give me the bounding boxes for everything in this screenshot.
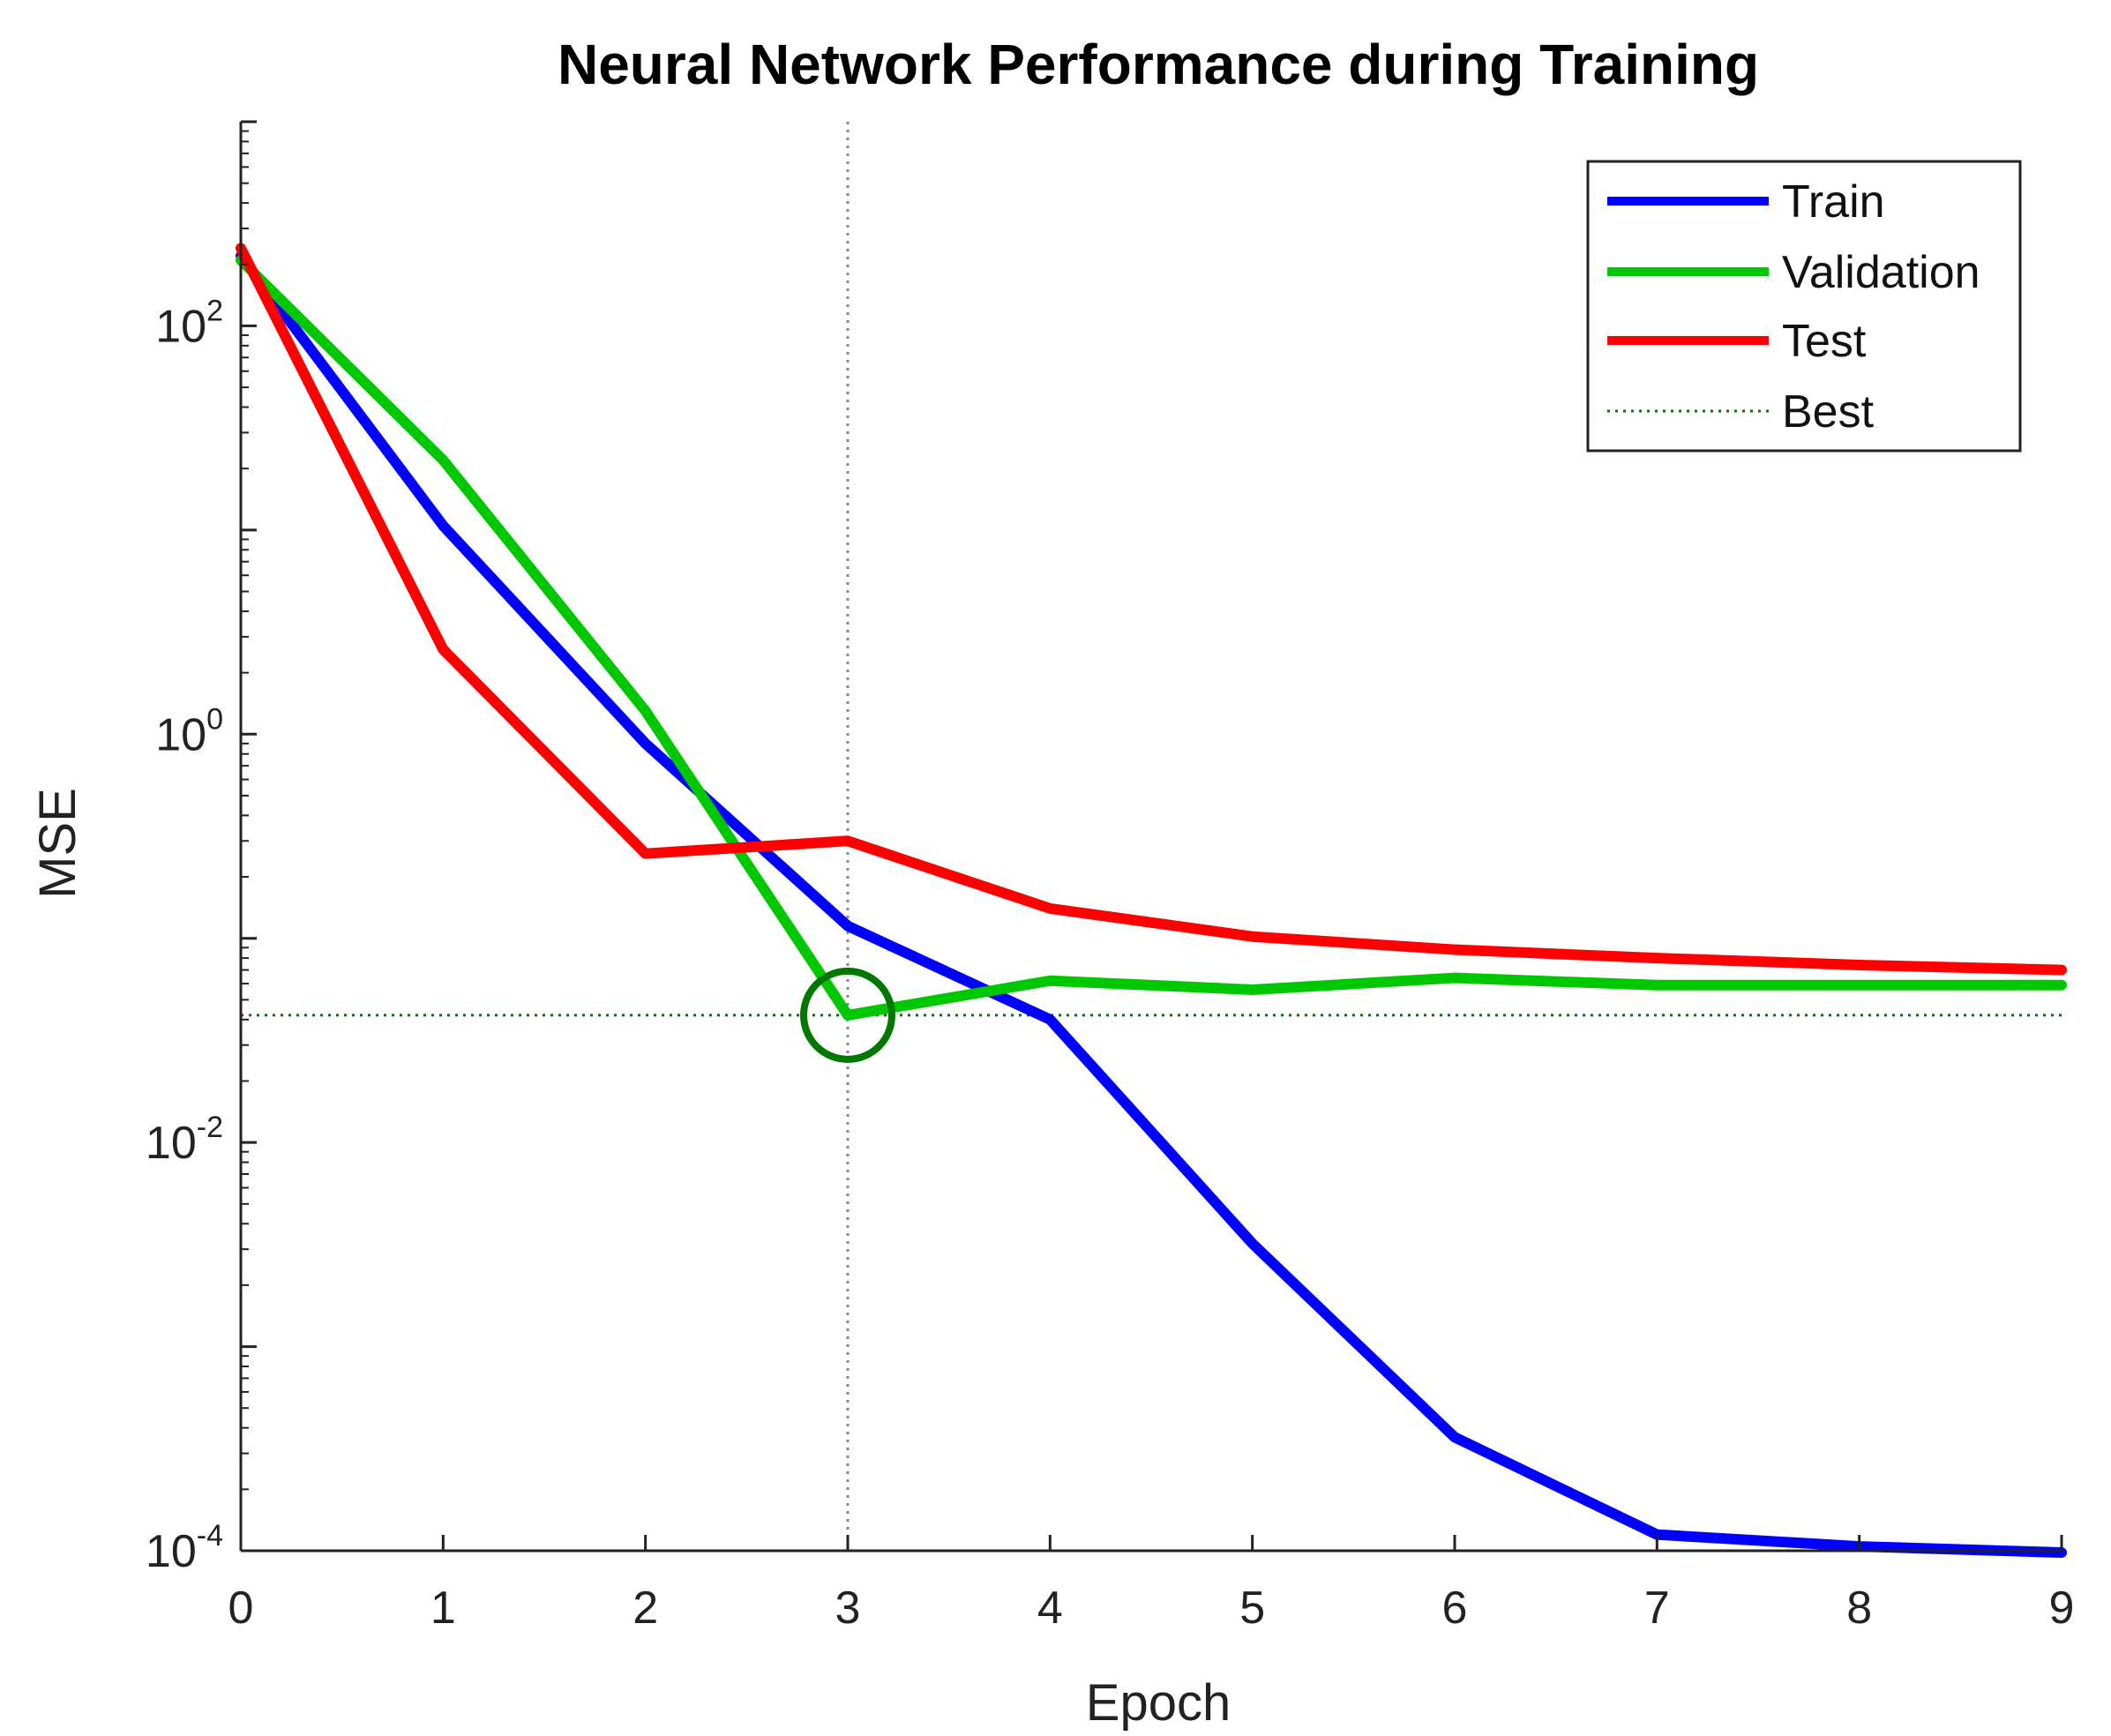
x-tick-label: 8 bbox=[1846, 1583, 1872, 1634]
series-line-test bbox=[236, 243, 2067, 976]
legend-label-validation: Validation bbox=[1782, 247, 1980, 298]
legend-label-test: Test bbox=[1782, 316, 1867, 367]
y-tick-label: 100 bbox=[155, 702, 223, 760]
x-tick-label: 4 bbox=[1037, 1583, 1063, 1634]
x-tick-label: 2 bbox=[633, 1583, 658, 1634]
y-tick-base: 10 bbox=[155, 709, 206, 760]
x-tick-label: 0 bbox=[228, 1583, 254, 1634]
x-tick-label: 7 bbox=[1644, 1583, 1670, 1634]
legend-box bbox=[1586, 160, 2022, 453]
y-tick-label: 10-2 bbox=[146, 1111, 223, 1169]
y-tick-exponent: 0 bbox=[206, 702, 223, 736]
x-tick-label: 1 bbox=[430, 1583, 456, 1634]
chart-title: Neural Network Performance during Traini… bbox=[558, 33, 1759, 96]
y-tick-base: 10 bbox=[146, 1118, 197, 1169]
x-tick-label: 9 bbox=[2049, 1583, 2075, 1634]
x-tick-label: 3 bbox=[835, 1583, 861, 1634]
y-tick-base: 10 bbox=[155, 301, 206, 352]
x-tick-label: 5 bbox=[1239, 1583, 1265, 1634]
series-line-validation bbox=[236, 254, 2067, 1021]
y-tick-exponent: -4 bbox=[197, 1519, 223, 1553]
y-tick-exponent: 2 bbox=[206, 294, 223, 327]
plot-area bbox=[236, 122, 2067, 1559]
y-tick-exponent: -2 bbox=[197, 1111, 223, 1144]
best-marker bbox=[800, 967, 895, 1063]
y-tick-label: 102 bbox=[155, 294, 223, 352]
series-line-train bbox=[236, 251, 2067, 1559]
legend: Train Validation Test Best bbox=[1586, 160, 2022, 453]
y-tick-label: 10-4 bbox=[146, 1519, 223, 1577]
x-axis-label: Epoch bbox=[1086, 1674, 1231, 1732]
legend-label-best: Best bbox=[1782, 386, 1875, 438]
legend-label-train: Train bbox=[1782, 176, 1885, 228]
y-axis-label: MSE bbox=[29, 788, 86, 899]
x-tick-label: 6 bbox=[1442, 1583, 1468, 1634]
y-tick-base: 10 bbox=[146, 1526, 197, 1577]
